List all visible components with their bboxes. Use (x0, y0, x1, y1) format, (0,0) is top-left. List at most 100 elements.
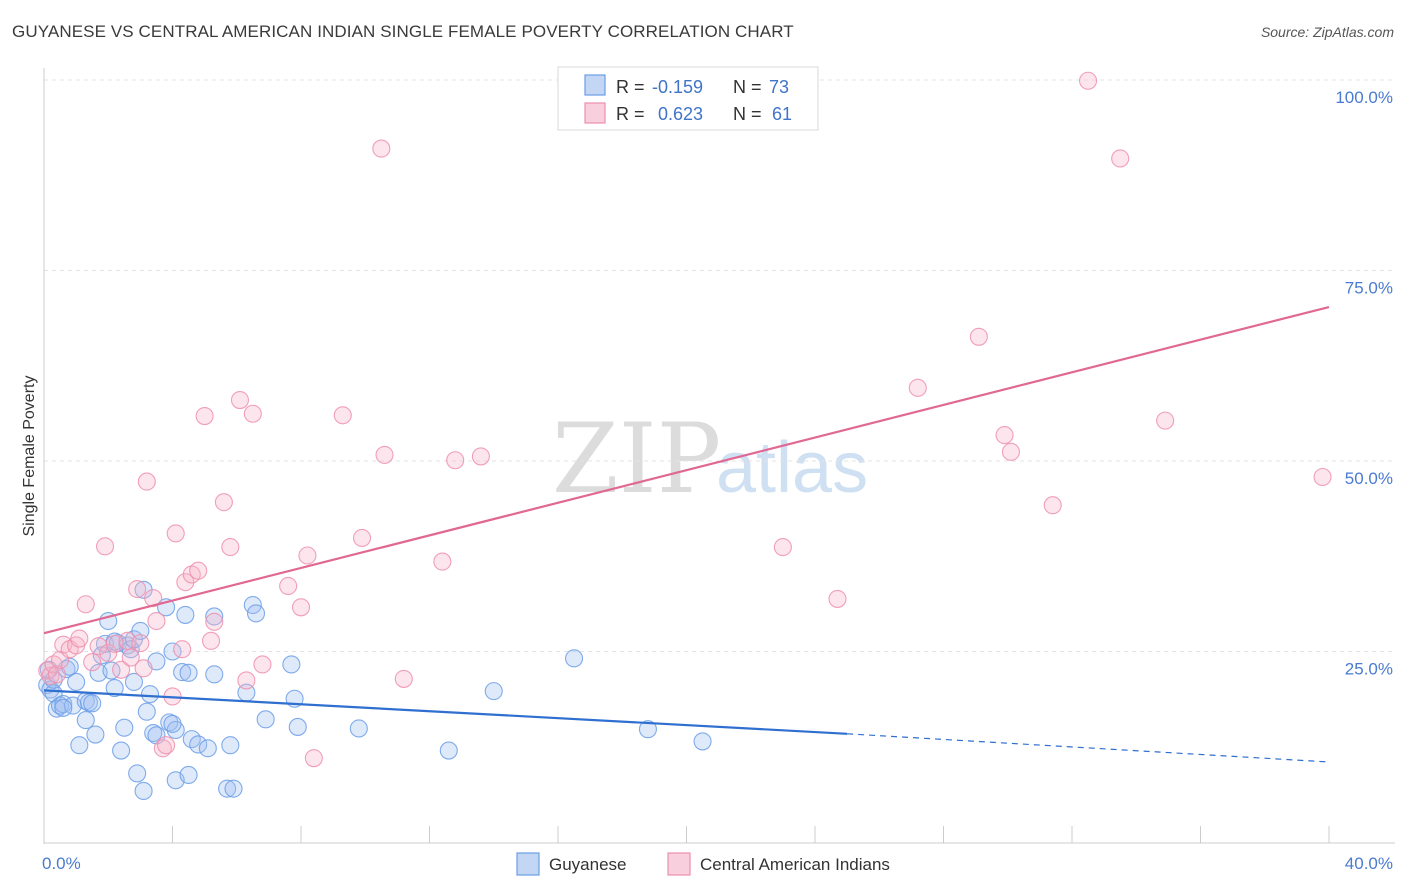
point-guyanese-12 (76, 711, 95, 730)
legend-swatch-guyanese (584, 74, 606, 96)
point-guyanese-5 (51, 696, 70, 715)
legend-r-value-1: -0.159 (652, 77, 703, 97)
point-guyanese-59 (282, 655, 301, 674)
point-guyanese-45 (179, 765, 198, 784)
point-guyanese-35 (144, 723, 163, 743)
point-guyanese-11 (70, 736, 89, 755)
point-central-american-indians-21 (137, 472, 156, 491)
x-tick-label-1: 40.0% (1345, 854, 1393, 873)
trend-line-guyanese (43, 689, 848, 735)
point-guyanese-23 (112, 741, 131, 760)
point-guyanese-10 (67, 672, 86, 692)
point-guyanese-52 (218, 779, 237, 798)
point-guyanese-48 (189, 735, 208, 754)
point-central-american-indians-62 (1156, 411, 1175, 430)
point-guyanese-15 (86, 725, 105, 744)
point-central-american-indians-34 (205, 612, 224, 631)
point-central-american-indians-35 (214, 493, 233, 512)
point-central-american-indians-31 (189, 561, 208, 580)
point-central-american-indians-48 (375, 445, 394, 464)
axes (43, 68, 1395, 844)
point-guyanese-69 (54, 698, 73, 717)
point-guyanese-24 (115, 718, 134, 737)
series-guyanese-points (38, 580, 712, 800)
point-central-american-indians-45 (333, 406, 352, 425)
point-central-american-indians-3 (47, 665, 66, 684)
point-central-american-indians-15 (112, 660, 131, 679)
point-guyanese-65 (565, 649, 584, 668)
y-tick-labels: 25.0% 50.0% 75.0% 100.0% (1335, 88, 1393, 679)
point-central-american-indians-18 (128, 579, 147, 599)
legend-n-value-1: 73 (769, 77, 789, 97)
point-central-american-indians-56 (969, 327, 988, 346)
point-central-american-indians-36 (221, 538, 240, 557)
point-guyanese-33 (137, 702, 156, 721)
point-central-american-indians-22 (144, 589, 163, 608)
point-guyanese-49 (198, 739, 217, 758)
point-central-american-indians-27 (166, 524, 185, 543)
x-tick-label-0: 0.0% (42, 854, 81, 873)
point-guyanese-32 (134, 781, 153, 800)
point-central-american-indians-43 (298, 546, 317, 565)
watermark: ZIP atlas (552, 403, 868, 515)
point-central-american-indians-51 (446, 451, 465, 470)
point-central-american-indians-49 (394, 669, 413, 688)
y-tick-label-3: 100.0% (1335, 88, 1393, 107)
point-central-american-indians-63 (1313, 467, 1332, 487)
point-central-american-indians-55 (908, 378, 927, 397)
point-guyanese-44 (176, 605, 195, 624)
source-credit: Source: ZipAtlas.com (1260, 24, 1394, 40)
point-central-american-indians-32 (195, 406, 214, 426)
legend-n-label-2: N = (733, 104, 762, 124)
legend-n-label-1: N = (733, 77, 762, 97)
point-guyanese-43 (173, 663, 192, 682)
point-central-american-indians-20 (134, 659, 153, 678)
point-central-american-indians-24 (153, 739, 172, 758)
legend-bottom-label-guyanese: Guyanese (549, 855, 627, 874)
point-central-american-indians-61 (1111, 149, 1130, 168)
legend-bottom: Guyanese Central American Indians (516, 852, 890, 876)
point-central-american-indians-12 (95, 537, 115, 556)
point-central-american-indians-57 (995, 426, 1014, 445)
point-central-american-indians-23 (147, 611, 166, 631)
point-guyanese-67 (693, 732, 712, 751)
point-central-american-indians-38 (237, 671, 256, 690)
point-guyanese-21 (105, 679, 124, 698)
legend-r-label-1: R = (616, 77, 645, 97)
chart-title: GUYANESE VS CENTRAL AMERICAN INDIAN SING… (12, 22, 794, 41)
y-tick-label-0: 25.0% (1345, 660, 1393, 679)
point-central-american-indians-13 (99, 643, 118, 663)
point-guyanese-70 (83, 694, 102, 713)
point-central-american-indians-40 (253, 655, 272, 674)
point-guyanese-54 (224, 779, 243, 798)
point-central-american-indians-47 (372, 139, 391, 158)
point-guyanese-53 (221, 736, 240, 755)
point-central-american-indians-2 (44, 655, 63, 674)
y-tick-label-1: 50.0% (1345, 469, 1393, 488)
point-central-american-indians-42 (291, 598, 311, 617)
legend-bottom-label-central-american-indians: Central American Indians (700, 855, 890, 874)
point-central-american-indians-25 (157, 736, 176, 755)
point-guyanese-34 (140, 685, 160, 704)
point-central-american-indians-44 (304, 749, 323, 768)
point-central-american-indians-19 (131, 634, 150, 653)
point-central-american-indians-41 (279, 576, 298, 596)
point-central-american-indians-11 (89, 637, 108, 656)
point-guyanese-72 (163, 714, 182, 733)
series-central-american-indians-points (38, 71, 1332, 768)
point-central-american-indians-8 (70, 629, 89, 648)
point-guyanese-27 (124, 672, 143, 692)
point-guyanese-50 (205, 607, 224, 626)
point-guyanese-66 (638, 720, 658, 739)
y-axis-label: Single Female Poverty (21, 376, 38, 537)
y-tick-label-2: 75.0% (1345, 279, 1393, 298)
point-central-american-indians-54 (828, 589, 847, 608)
point-central-american-indians-17 (121, 648, 140, 667)
legend-r-value-2: 0.623 (658, 104, 703, 124)
point-guyanese-58 (256, 710, 275, 729)
point-central-american-indians-39 (243, 404, 262, 423)
point-central-american-indians-5 (54, 635, 73, 654)
legend-n-value-2: 61 (772, 104, 792, 124)
point-central-american-indians-10 (83, 653, 102, 672)
